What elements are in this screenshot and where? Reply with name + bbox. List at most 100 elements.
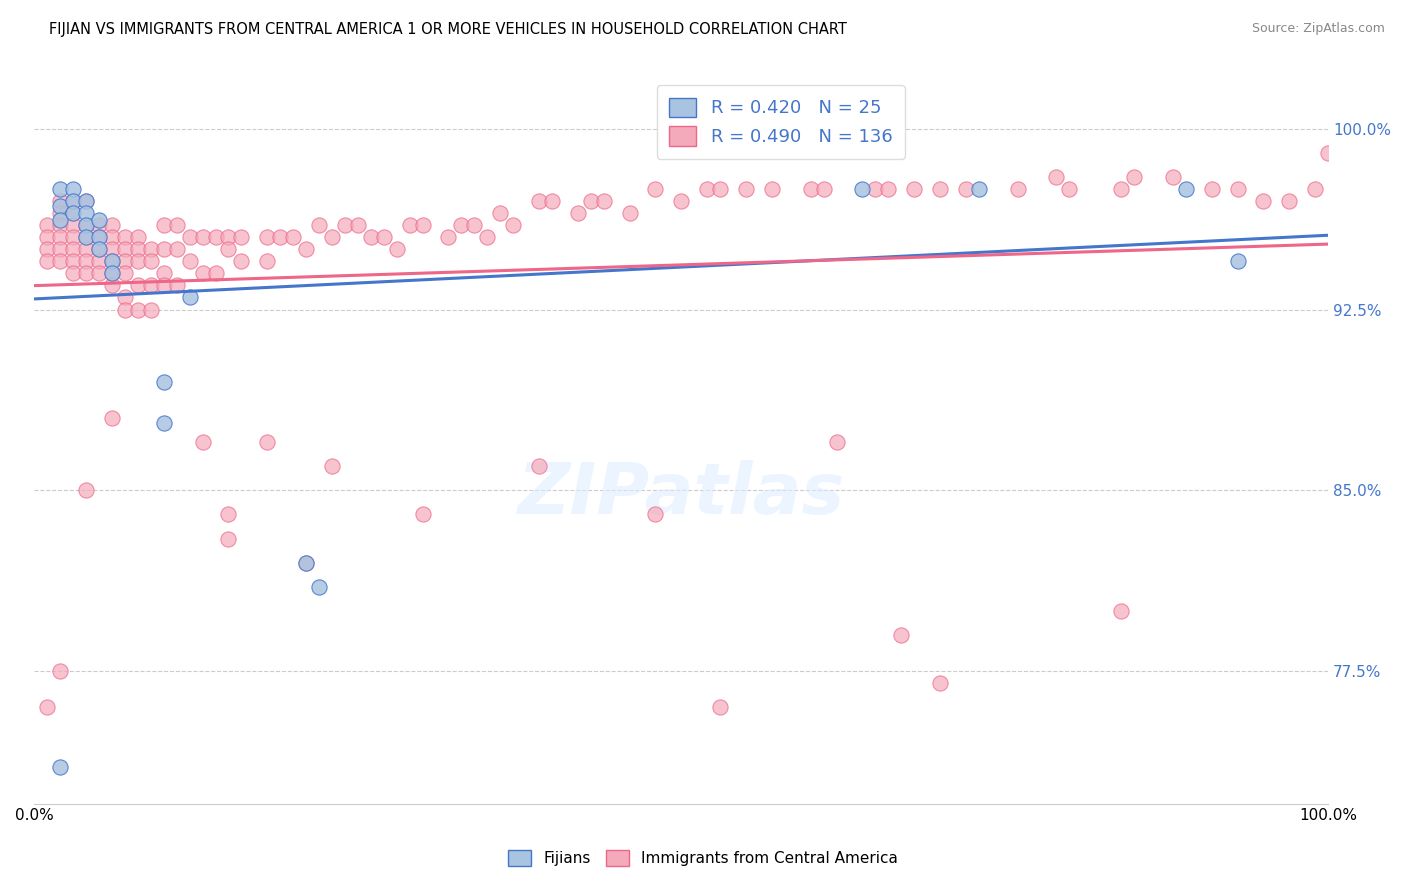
Point xyxy=(696,182,718,196)
Point xyxy=(412,218,434,232)
Point xyxy=(62,206,84,220)
Point xyxy=(87,230,110,244)
Point xyxy=(295,556,318,570)
Point xyxy=(269,230,291,244)
Point xyxy=(1317,145,1340,160)
Text: FIJIAN VS IMMIGRANTS FROM CENTRAL AMERICA 1 OR MORE VEHICLES IN HOUSEHOLD CORREL: FIJIAN VS IMMIGRANTS FROM CENTRAL AMERIC… xyxy=(49,22,846,37)
Point xyxy=(735,182,758,196)
Point xyxy=(231,230,253,244)
Point xyxy=(127,242,149,256)
Point xyxy=(321,459,343,474)
Point xyxy=(929,182,952,196)
Point xyxy=(37,242,59,256)
Point xyxy=(49,664,72,678)
Point xyxy=(217,242,239,256)
Point xyxy=(101,218,124,232)
Point xyxy=(37,218,59,232)
Point xyxy=(114,254,136,268)
Point xyxy=(152,242,174,256)
Point xyxy=(579,194,602,208)
Point xyxy=(644,508,666,522)
Point xyxy=(592,194,614,208)
Point xyxy=(191,435,214,450)
Point xyxy=(1201,182,1223,196)
Point xyxy=(62,242,84,256)
Point xyxy=(101,266,124,280)
Point xyxy=(929,676,952,690)
Text: Source: ZipAtlas.com: Source: ZipAtlas.com xyxy=(1251,22,1385,36)
Point xyxy=(256,254,278,268)
Point xyxy=(87,230,110,244)
Point xyxy=(256,435,278,450)
Point xyxy=(139,278,162,293)
Point xyxy=(1161,169,1184,184)
Point xyxy=(62,194,84,208)
Point xyxy=(437,230,460,244)
Point xyxy=(101,230,124,244)
Legend: Fijians, Immigrants from Central America: Fijians, Immigrants from Central America xyxy=(501,842,905,873)
Point xyxy=(761,182,783,196)
Point xyxy=(49,242,72,256)
Point xyxy=(412,508,434,522)
Point xyxy=(1059,182,1081,196)
Point xyxy=(967,182,990,196)
Point xyxy=(139,302,162,317)
Point xyxy=(152,416,174,430)
Point xyxy=(709,182,731,196)
Point xyxy=(671,194,693,208)
Point xyxy=(37,254,59,268)
Point xyxy=(477,230,499,244)
Point xyxy=(541,194,564,208)
Point xyxy=(114,230,136,244)
Point xyxy=(87,218,110,232)
Point xyxy=(152,375,174,389)
Point xyxy=(101,254,124,268)
Point xyxy=(360,230,382,244)
Point xyxy=(62,254,84,268)
Point xyxy=(231,254,253,268)
Point xyxy=(813,182,835,196)
Point xyxy=(139,254,162,268)
Point xyxy=(49,182,72,196)
Point xyxy=(49,230,72,244)
Point xyxy=(1109,182,1132,196)
Point xyxy=(502,218,524,232)
Point xyxy=(1226,254,1249,268)
Point xyxy=(877,182,900,196)
Point xyxy=(75,266,97,280)
Point xyxy=(166,278,188,293)
Point xyxy=(166,218,188,232)
Point xyxy=(1045,169,1067,184)
Point xyxy=(101,266,124,280)
Point xyxy=(127,254,149,268)
Text: ZIPatlas: ZIPatlas xyxy=(517,460,845,529)
Point xyxy=(321,230,343,244)
Point xyxy=(75,194,97,208)
Point xyxy=(49,206,72,220)
Point xyxy=(127,278,149,293)
Point xyxy=(75,218,97,232)
Point xyxy=(463,218,485,232)
Point xyxy=(127,302,149,317)
Point xyxy=(49,760,72,774)
Point xyxy=(373,230,395,244)
Point xyxy=(1226,182,1249,196)
Point xyxy=(295,556,318,570)
Point xyxy=(62,182,84,196)
Point xyxy=(101,254,124,268)
Point xyxy=(217,532,239,546)
Point xyxy=(385,242,408,256)
Point xyxy=(49,194,72,208)
Point xyxy=(62,194,84,208)
Point xyxy=(114,242,136,256)
Point xyxy=(87,213,110,227)
Point xyxy=(75,242,97,256)
Point xyxy=(49,213,72,227)
Point xyxy=(1303,182,1326,196)
Point xyxy=(49,218,72,232)
Point xyxy=(955,182,977,196)
Point xyxy=(49,254,72,268)
Point xyxy=(62,266,84,280)
Point xyxy=(1123,169,1146,184)
Point xyxy=(191,266,214,280)
